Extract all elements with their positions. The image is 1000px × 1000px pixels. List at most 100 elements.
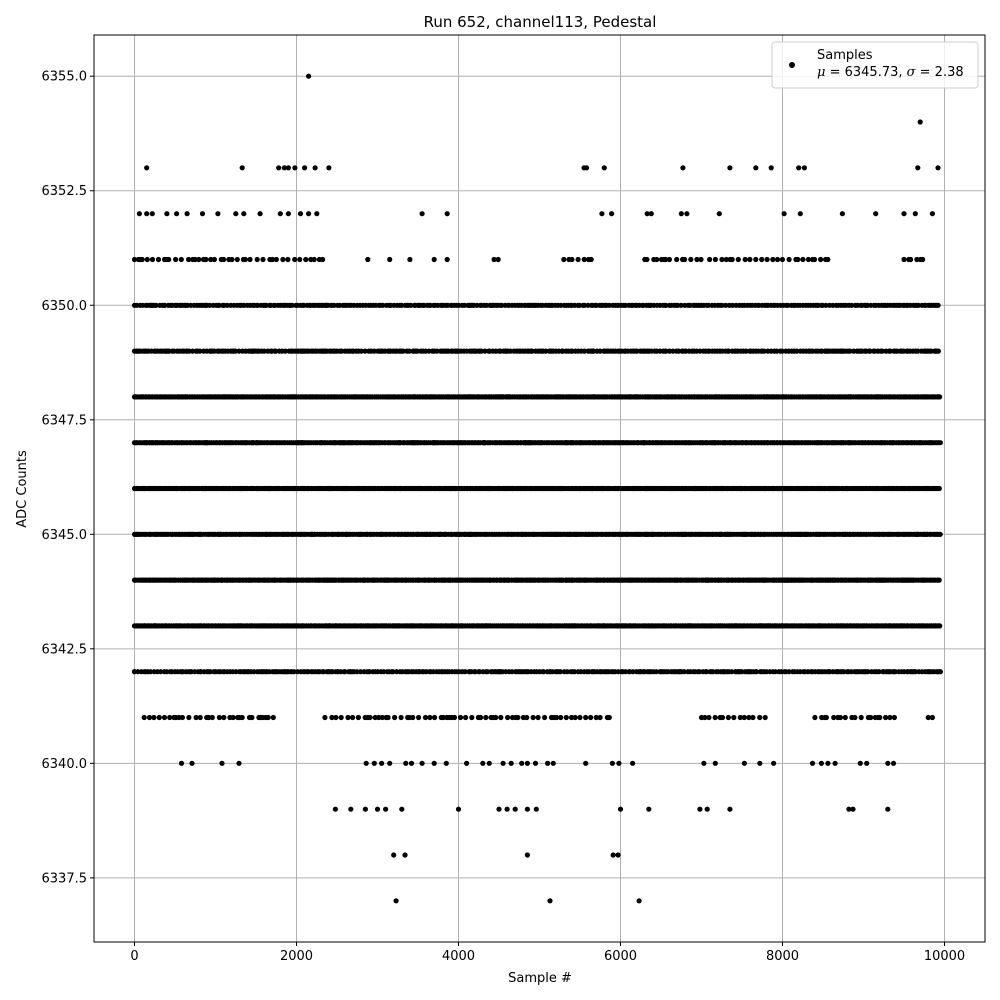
data-point: [312, 165, 318, 171]
data-point: [233, 211, 239, 217]
data-point: [937, 440, 944, 446]
data-point: [355, 714, 361, 721]
data-point: [281, 165, 287, 171]
data-point: [850, 806, 856, 812]
data-point: [877, 714, 883, 721]
data-point: [801, 165, 808, 171]
data-point: [156, 714, 162, 721]
y-tick-label: 6352.5: [42, 184, 88, 199]
data-point: [912, 211, 918, 217]
data-point: [164, 211, 170, 217]
data-point: [935, 302, 941, 308]
data-point: [719, 256, 725, 263]
data-point: [158, 669, 164, 675]
data-point: [338, 714, 344, 721]
data-point: [512, 806, 518, 812]
data-point: [593, 714, 599, 721]
data-point: [681, 669, 687, 675]
data-point: [797, 211, 803, 217]
data-point: [610, 852, 616, 858]
data-point: [303, 256, 309, 263]
data-point: [702, 714, 708, 721]
chart-title: Run 652, channel113, Pedestal: [424, 13, 657, 31]
data-point: [178, 760, 185, 766]
data-point: [818, 256, 824, 263]
data-point: [701, 760, 707, 766]
x-axis-label: Sample #: [508, 971, 572, 986]
data-point: [483, 714, 489, 721]
data-point: [216, 714, 222, 721]
data-point: [644, 211, 650, 217]
data-point: [374, 806, 381, 812]
data-point: [705, 302, 712, 308]
data-point: [387, 760, 393, 766]
data-point: [371, 348, 377, 354]
data-point: [735, 256, 741, 263]
data-point: [545, 760, 551, 766]
data-point: [291, 669, 297, 675]
data-point: [350, 714, 356, 721]
data-point: [207, 302, 213, 308]
data-point: [391, 852, 397, 858]
data-point: [583, 760, 589, 766]
data-point: [314, 211, 320, 217]
data-point: [561, 256, 567, 263]
data-point: [408, 302, 414, 308]
data-point: [265, 714, 271, 721]
data-point: [269, 256, 276, 263]
data-point: [457, 714, 464, 721]
data-point: [680, 165, 686, 171]
data-point: [936, 577, 942, 583]
data-point: [221, 714, 227, 721]
data-point: [469, 714, 475, 721]
data-point: [332, 806, 338, 812]
data-point: [186, 714, 192, 721]
data-point: [831, 714, 837, 721]
data-point: [462, 669, 468, 675]
data-point: [444, 256, 450, 263]
y-tick-label: 6350.0: [42, 299, 88, 314]
x-tick-label: 2000: [280, 949, 313, 964]
data-point: [885, 760, 891, 766]
data-point: [557, 669, 564, 675]
data-point: [342, 669, 348, 675]
data-point: [779, 348, 785, 354]
data-point: [131, 256, 138, 263]
data-point: [379, 760, 385, 766]
data-point: [666, 256, 673, 263]
data-point: [609, 760, 616, 766]
legend-label: Samples: [817, 48, 873, 63]
x-tick-label: 0: [130, 949, 138, 964]
data-point: [500, 760, 506, 766]
data-point: [524, 806, 531, 812]
data-point: [873, 211, 879, 217]
data-point: [887, 714, 893, 721]
data-point: [306, 211, 312, 217]
data-point: [920, 256, 926, 263]
data-point: [519, 760, 525, 766]
data-point: [311, 256, 317, 263]
data-point: [221, 256, 227, 263]
data-point: [929, 211, 936, 217]
data-point: [209, 714, 215, 721]
data-point: [363, 760, 369, 766]
data-point: [937, 531, 943, 537]
data-point: [768, 165, 774, 171]
data-point: [818, 760, 825, 766]
data-point: [723, 302, 729, 308]
data-point: [362, 348, 368, 354]
data-point: [704, 806, 710, 812]
legend-box: [771, 41, 979, 89]
data-point: [606, 714, 612, 721]
data-point: [771, 760, 777, 766]
data-point: [865, 669, 871, 675]
data-point: [885, 806, 891, 812]
data-point: [809, 760, 816, 766]
data-point: [719, 714, 726, 721]
data-point: [887, 348, 893, 354]
data-point: [663, 302, 669, 308]
data-point: [644, 256, 650, 263]
data-point: [402, 852, 408, 858]
data-point: [532, 760, 539, 766]
data-point: [572, 714, 578, 721]
